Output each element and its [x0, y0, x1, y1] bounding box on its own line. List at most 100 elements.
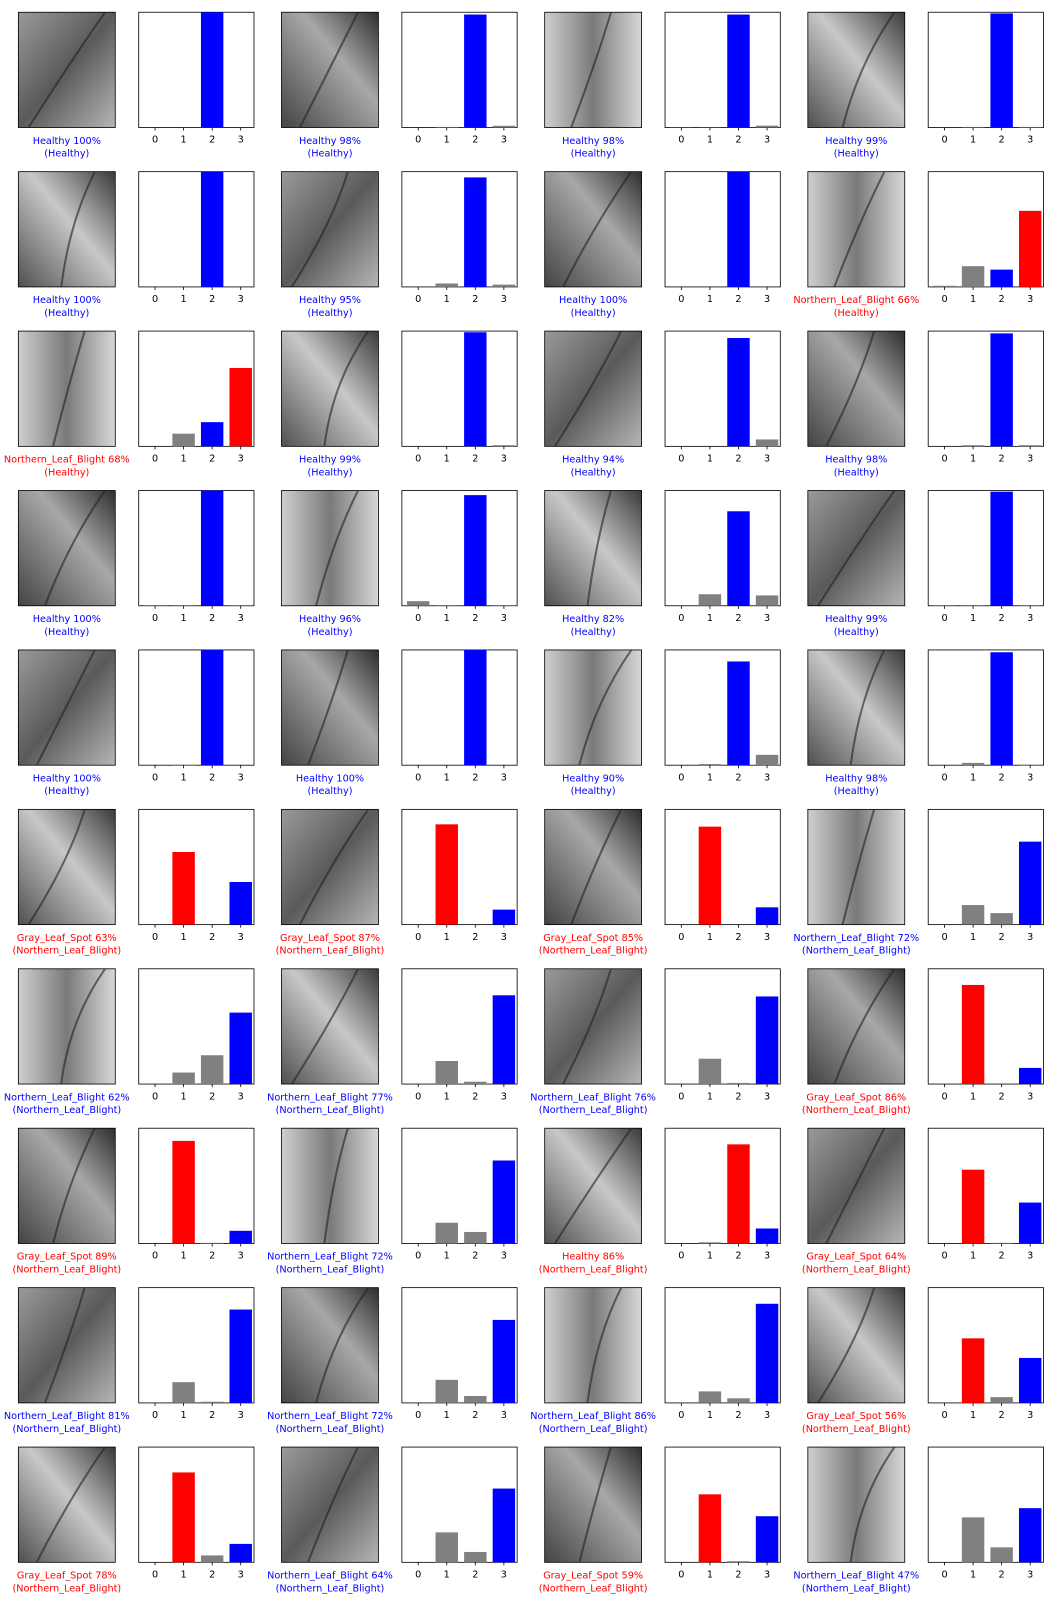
leaf-image: [544, 490, 642, 607]
bar: [229, 1012, 252, 1085]
leaf-image: [17, 490, 116, 607]
x-tick-label: 1: [181, 1251, 187, 1262]
bar: [464, 1081, 487, 1085]
leaf-image: [17, 1446, 116, 1563]
x-tick-label: 2: [209, 1251, 215, 1262]
x-tick-label: 3: [1027, 613, 1033, 624]
x-tick-label: 1: [181, 294, 187, 305]
image-caption: Gray_Leaf_Spot 85%: [543, 933, 643, 944]
plot-area: [664, 808, 781, 926]
x-tick-label: 0: [152, 1091, 158, 1102]
leaf-image: [807, 11, 906, 128]
x-tick-label: 3: [1027, 772, 1033, 783]
bar: [755, 595, 779, 606]
x-tick-label: 2: [472, 1570, 478, 1581]
x-tick-label: 1: [707, 294, 713, 305]
leaf-vein: [817, 489, 896, 607]
image-caption: Healthy 100%: [33, 295, 101, 306]
x-tick-label: 3: [1027, 135, 1033, 146]
x-tick-label: 1: [181, 613, 187, 624]
leaf-image: [807, 330, 906, 447]
bar: [1018, 764, 1042, 766]
bar: [464, 495, 487, 606]
bar: [200, 1055, 224, 1085]
leaf-vein: [562, 968, 612, 1085]
leaf-image: [544, 808, 642, 926]
x-tick-label: 2: [472, 454, 478, 465]
bar: [464, 177, 487, 287]
bar: [464, 14, 487, 128]
bar: [698, 764, 722, 766]
x-tick-label: 0: [152, 1410, 158, 1421]
x-tick-label: 2: [472, 613, 478, 624]
x-tick-label: 2: [735, 454, 741, 465]
leaf-vein: [578, 1446, 612, 1563]
bar: [172, 433, 195, 447]
bar: [172, 605, 195, 606]
leaf-vein: [586, 490, 612, 606]
image-caption: (Healthy): [571, 786, 616, 797]
leaf-vein: [554, 330, 623, 447]
x-tick-label: 1: [707, 454, 713, 465]
leaf-vein: [833, 968, 896, 1085]
leaf-image: [807, 649, 906, 766]
x-tick-label: 1: [444, 1251, 450, 1262]
leaf-vein: [578, 649, 633, 766]
leaf-image: [544, 649, 642, 766]
bar: [990, 13, 1013, 128]
x-tick-label: 2: [209, 1091, 215, 1102]
bar: [727, 1398, 750, 1403]
bar: [172, 1072, 195, 1085]
x-tick-label: 2: [472, 1410, 478, 1421]
bar: [492, 1488, 516, 1563]
bar: [698, 1494, 722, 1563]
bar: [755, 1516, 779, 1563]
bar: [229, 881, 252, 925]
x-tick-label: 3: [764, 1091, 770, 1102]
x-tick-label: 2: [472, 772, 478, 783]
image-caption: (Northern_Leaf_Blight): [276, 946, 385, 957]
x-tick-label: 2: [735, 772, 741, 783]
bar: [200, 1555, 224, 1563]
x-tick-label: 2: [999, 135, 1005, 146]
x-tick-label: 3: [238, 135, 244, 146]
x-tick-label: 1: [444, 1410, 450, 1421]
bar: [492, 445, 516, 447]
image-caption: Northern_Leaf_Blight 72%: [267, 1252, 393, 1263]
plot-area: [664, 171, 781, 288]
plot-area: [138, 171, 255, 288]
image-caption: Healthy 100%: [33, 136, 101, 147]
bar: [464, 332, 487, 447]
plot-area: [401, 808, 518, 926]
bar: [435, 1061, 458, 1085]
leaf-vein: [849, 649, 886, 766]
x-tick-label: 3: [238, 1091, 244, 1102]
leaf-image: [17, 968, 116, 1085]
plot-area: [138, 1446, 255, 1563]
image-caption: Healthy 98%: [825, 773, 887, 784]
plot-area: [664, 1127, 781, 1244]
image-caption: (Healthy): [307, 467, 352, 478]
x-tick-label: 0: [152, 772, 158, 783]
bar: [727, 1144, 750, 1244]
image-caption: (Northern_Leaf_Blight): [802, 1583, 911, 1594]
x-tick-label: 0: [152, 613, 158, 624]
leaf-image: [807, 808, 906, 926]
leaf-image: [281, 1446, 379, 1563]
leaf-vein: [298, 808, 370, 926]
bar: [172, 1472, 195, 1563]
x-tick-label: 3: [501, 294, 507, 305]
x-tick-label: 3: [764, 932, 770, 943]
x-tick-label: 1: [181, 135, 187, 146]
x-tick-label: 2: [735, 613, 741, 624]
plot-area: [401, 490, 518, 607]
leaf-vein: [290, 968, 359, 1085]
x-tick-label: 0: [941, 613, 947, 624]
x-tick-label: 3: [238, 932, 244, 943]
x-tick-label: 1: [707, 932, 713, 943]
bar: [933, 605, 956, 606]
bar: [990, 1397, 1013, 1403]
x-tick-label: 3: [764, 1251, 770, 1262]
leaf-image: [544, 330, 642, 447]
